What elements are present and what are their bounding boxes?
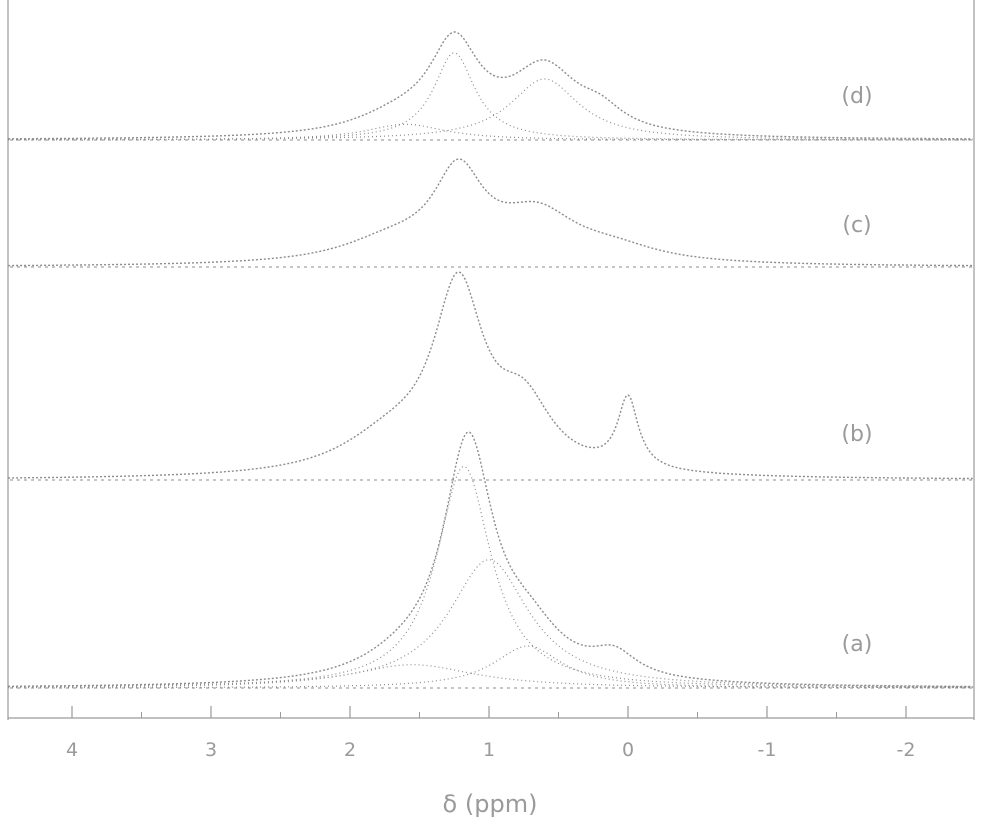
- x-tick-label: 1: [483, 739, 495, 761]
- panel-label: (d): [841, 84, 872, 109]
- component-peak: [8, 78, 973, 141]
- x-axis-title: δ (ppm): [443, 790, 538, 818]
- component-peak: [8, 465, 973, 688]
- spectrum-line: [8, 158, 973, 267]
- panel-label: (a): [842, 632, 873, 657]
- x-tick-label: -1: [758, 739, 777, 761]
- x-axis-ticks: 4 3 2 1 0 -1 -2: [66, 706, 916, 761]
- component-peak: [8, 645, 973, 689]
- panel-labels: (a) (b) (c) (d): [841, 84, 872, 657]
- x-tick-label: 3: [205, 739, 217, 761]
- panel-label: (c): [842, 213, 871, 238]
- x-tick-label: 2: [344, 739, 356, 761]
- x-tick-label: 0: [622, 739, 634, 761]
- component-peak: [8, 559, 973, 688]
- x-tick-label: 4: [66, 739, 78, 761]
- spectrum-line: [8, 31, 973, 140]
- spectrum-line: [8, 431, 973, 688]
- panel-label: (b): [841, 422, 872, 447]
- component-peak: [8, 123, 973, 141]
- spectra-group: [8, 31, 973, 689]
- component-peak: [8, 664, 973, 689]
- x-tick-label: -2: [897, 739, 916, 761]
- spectrum-line: [8, 271, 973, 480]
- component-peak: [8, 52, 973, 141]
